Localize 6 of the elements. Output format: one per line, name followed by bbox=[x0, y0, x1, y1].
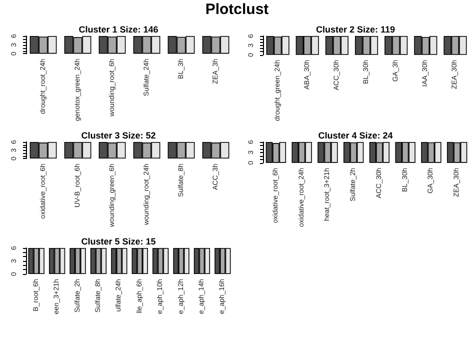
chart-title: Cluster 1 Size: 146 bbox=[78, 24, 158, 34]
chart-title: Cluster 4 Size: 24 bbox=[318, 130, 393, 140]
chart-title: Cluster 2 Size: 119 bbox=[316, 24, 396, 34]
text: Plotclust bbox=[204, 1, 270, 18]
chart-title: Cluster 3 Size: 52 bbox=[81, 130, 156, 140]
chart-title: Cluster 5 Size: 15 bbox=[81, 236, 156, 246]
